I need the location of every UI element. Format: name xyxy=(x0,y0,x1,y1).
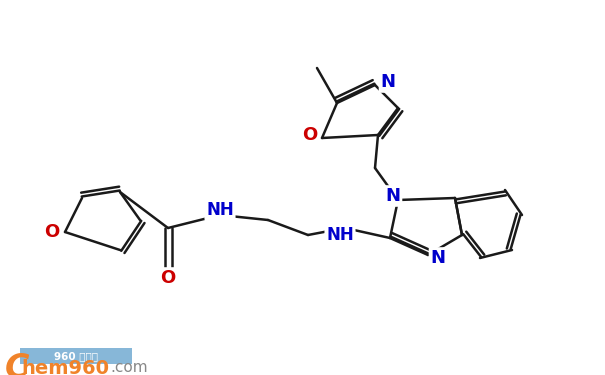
Text: N: N xyxy=(431,249,445,267)
Text: O: O xyxy=(160,269,175,287)
Text: hem960: hem960 xyxy=(21,358,109,375)
Text: C: C xyxy=(5,351,30,375)
Text: N: N xyxy=(385,187,401,205)
Text: .com: .com xyxy=(110,360,148,375)
Text: NH: NH xyxy=(326,226,354,244)
Text: NH: NH xyxy=(206,201,234,219)
Text: N: N xyxy=(381,73,396,91)
Text: O: O xyxy=(44,223,60,241)
Text: 960 化工网: 960 化工网 xyxy=(54,351,98,361)
FancyBboxPatch shape xyxy=(20,348,132,364)
Text: O: O xyxy=(302,126,318,144)
